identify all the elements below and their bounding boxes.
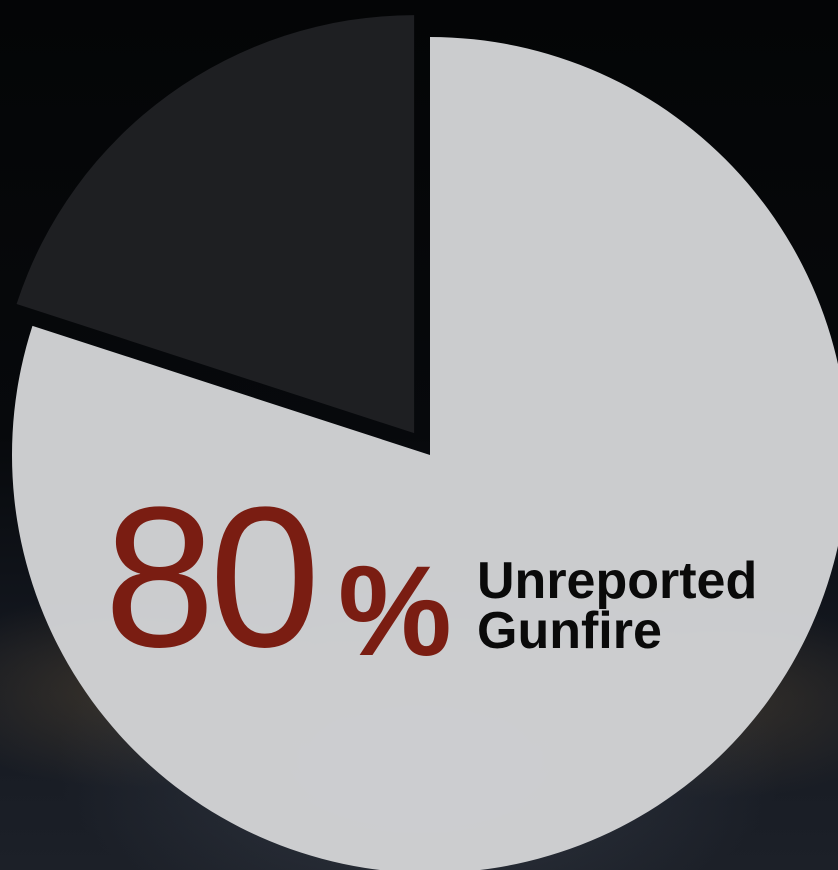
pie-slice-2 (16, 15, 415, 434)
percentage-value: 80 (104, 466, 320, 689)
slice-label-line-1: Unreported (477, 552, 758, 610)
pie-slice-1 (12, 37, 838, 870)
slice-label: Unreported Gunfire (477, 552, 758, 660)
percentage-sign: % (338, 540, 452, 683)
slice-label-line-2: Gunfire (477, 602, 662, 660)
